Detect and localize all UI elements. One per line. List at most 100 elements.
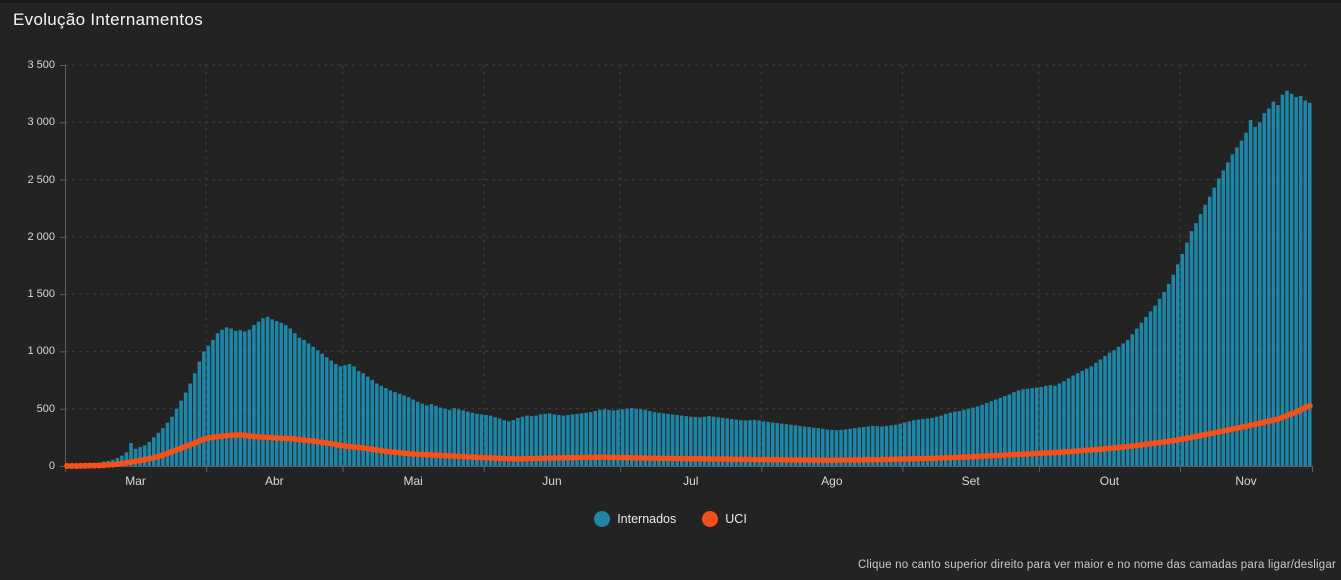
bar-internados [293, 333, 297, 466]
x-axis-label: Jun [542, 474, 562, 488]
dot-uci [956, 454, 963, 461]
bar-internados [538, 414, 543, 466]
bar-internados [643, 409, 648, 466]
dot-uci [1151, 439, 1159, 447]
chart-title: Evolução Internamentos [13, 10, 203, 29]
dot-uci [737, 456, 744, 463]
dot-uci [605, 454, 612, 461]
dot-uci [364, 445, 371, 452]
bar-internados [1212, 187, 1216, 466]
bar-internados [274, 321, 279, 466]
bar-internados [461, 410, 466, 466]
dot-uci [1069, 448, 1077, 455]
bar-internados [689, 416, 693, 466]
bar-internados [302, 339, 306, 466]
dot-uci [883, 456, 890, 463]
dot-uci [551, 454, 558, 462]
x-axis-label: Jul [683, 474, 699, 488]
dot-uci [501, 455, 508, 462]
bar-internados [1016, 390, 1021, 466]
dot-uci [259, 434, 267, 441]
legend-item-internados[interactable]: Internados [594, 511, 676, 527]
dot-uci [355, 444, 362, 451]
bar-internados [479, 414, 484, 466]
dot-uci [282, 435, 289, 442]
bar-internados [543, 413, 547, 466]
y-axis-label: 1 500 [27, 288, 55, 301]
bar-internados [1185, 242, 1189, 466]
bar-internados [429, 404, 434, 466]
bar-internados [1271, 101, 1276, 466]
bar-internados [834, 430, 839, 466]
bar-internados [206, 345, 211, 466]
dot-uci [1047, 449, 1054, 456]
dot-uci [387, 448, 394, 455]
dot-uci [705, 455, 713, 462]
bar-internados [811, 427, 816, 466]
dot-uci [473, 454, 480, 461]
bar-internados [370, 380, 375, 466]
bar-internados [365, 376, 370, 466]
dot-uci [633, 454, 640, 461]
dot-uci [1156, 439, 1163, 446]
dot-uci [68, 462, 75, 470]
bar-internados [183, 392, 188, 466]
bar-internados [1044, 385, 1048, 466]
dot-uci [296, 436, 303, 443]
legend-item-uci[interactable]: UCI [702, 511, 747, 527]
bar-internados [261, 318, 265, 466]
bar-internados [229, 328, 233, 466]
dot-uci [787, 456, 795, 464]
x-axis-label: Ago [821, 474, 843, 488]
dot-uci [491, 454, 499, 462]
dot-uci [760, 456, 767, 463]
dot-uci [528, 455, 535, 462]
y-axis: 0 500 1 000 1 500 2 000 2 500 3 000 3 500 [0, 3, 55, 580]
dot-uci [1006, 451, 1013, 458]
dot-uci [264, 434, 271, 441]
bar-internados [247, 329, 252, 466]
bar-internados [698, 417, 702, 466]
dot-uci [382, 448, 389, 455]
bar-internados [147, 441, 152, 466]
bar-internados [356, 370, 361, 466]
bar-internados [857, 427, 861, 466]
bar-internados [1066, 378, 1071, 466]
bar-internados [252, 325, 256, 466]
bar-internados [174, 408, 179, 466]
dot-uci [1170, 437, 1177, 444]
dot-uci [587, 454, 594, 461]
bar-internados [561, 415, 566, 466]
dot-uci [360, 444, 367, 451]
x-axis-label: Mar [125, 474, 146, 488]
bar-internados [220, 329, 224, 466]
dot-uci [469, 453, 476, 461]
bar-internados [789, 424, 793, 466]
dot-uci [937, 454, 945, 462]
chart-canvas[interactable] [60, 64, 1313, 472]
bar-internados [1298, 95, 1303, 467]
dot-uci [441, 452, 449, 459]
dot-uci [669, 455, 676, 462]
dot-uci [268, 434, 276, 441]
uci-swatch-icon [702, 511, 719, 527]
dot-uci [514, 455, 521, 462]
bar-internados [379, 385, 384, 466]
bar-internados [629, 408, 634, 466]
bar-internados [957, 411, 962, 466]
dot-uci [865, 456, 872, 463]
bar-internados [1094, 362, 1098, 466]
bar-internados [1098, 359, 1103, 466]
bar-internados [511, 420, 516, 466]
bar-internados [598, 409, 602, 466]
dot-uci [523, 455, 531, 462]
bar-internados [902, 422, 907, 466]
bar-internados [739, 420, 743, 466]
dot-uci [915, 455, 922, 462]
bar-internados [898, 423, 902, 466]
dot-uci [851, 456, 858, 464]
dot-uci [619, 454, 626, 461]
bar-internados [520, 416, 525, 466]
bar-internados [921, 419, 925, 466]
